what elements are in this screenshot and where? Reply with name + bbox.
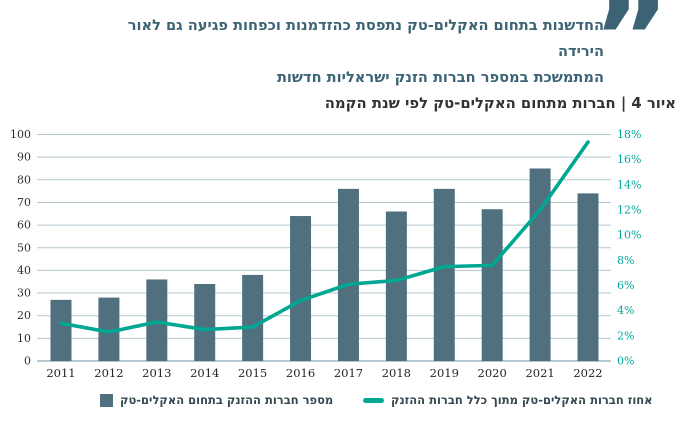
left-axis-label: 70	[17, 196, 31, 209]
left-axis-label: 20	[17, 309, 31, 322]
x-axis-label: 2021	[525, 366, 554, 380]
x-axis-label: 2020	[478, 366, 507, 380]
x-axis-label: 2015	[238, 366, 267, 380]
right-axis-label: 16%	[617, 153, 641, 166]
left-axis-label: 30	[17, 287, 31, 300]
right-axis-label: 0%	[617, 355, 634, 368]
legend-item-bar-series: מספר חברות ההזנק בתחום האקלים-טק	[100, 393, 333, 407]
right-axis-label: 18%	[617, 128, 641, 141]
right-axis-label: 4%	[617, 304, 634, 317]
left-axis-label: 80	[17, 173, 31, 186]
bar-2017	[337, 188, 359, 361]
right-axis-label: 12%	[617, 204, 641, 217]
bar-series-swatch	[100, 393, 113, 407]
bar-series-label: מספר חברות ההזנק בתחום האקלים-טק	[120, 393, 334, 407]
x-axis-label: 2012	[94, 366, 123, 380]
bar-2019	[433, 188, 455, 361]
right-axis-label: 14%	[617, 178, 641, 191]
bar-2016	[290, 216, 312, 361]
left-axis-label: 0	[24, 355, 31, 368]
x-axis-label: 2016	[286, 366, 315, 380]
right-axis-label: 10%	[617, 229, 641, 242]
bar-2020	[481, 209, 503, 361]
right-axis-label: 8%	[617, 254, 634, 267]
bar-2015	[242, 274, 264, 361]
legend-item-line-series: אחוז חברות האקלים-טק מתוך כלל חברות ההזנ…	[363, 393, 653, 407]
trend-line	[59, 140, 590, 334]
pull-quote-line-1: החדשנות בתחום האקלים-טק נתפסת כהזדמנות ו…	[127, 17, 604, 60]
right-axis-label: 2%	[617, 329, 634, 342]
bar-2018	[385, 211, 407, 361]
bar-2011	[50, 299, 72, 361]
pull-quote-line-2: המתמשכת במספר חברות הזנק ישראליות חדשות	[276, 69, 604, 86]
line-series-swatch	[363, 397, 384, 403]
left-axis-label: 40	[17, 264, 31, 277]
x-axis-label: 2014	[190, 366, 219, 380]
left-axis-label: 50	[17, 241, 31, 254]
left-axis-label: 60	[17, 219, 31, 232]
x-axis-label: 2011	[46, 366, 75, 380]
x-axis-label: 2022	[573, 366, 602, 380]
x-axis-label: 2013	[142, 366, 171, 380]
bar-2014	[194, 283, 216, 361]
left-axis-label: 100	[10, 128, 31, 141]
x-axis-label: 2017	[334, 366, 363, 380]
right-axis-label: 6%	[617, 279, 634, 292]
left-axis-label: 90	[17, 151, 31, 164]
quote-mark-icon: ”	[592, 0, 670, 107]
line-series-label: אחוז חברות האקלים-טק מתוך כלל חברות ההזנ…	[391, 393, 653, 407]
pull-quote-text: החדשנות בתחום האקלים-טק נתפסת כהזדמנות ו…	[84, 13, 604, 91]
bar-2012	[98, 297, 120, 361]
x-axis-label: 2018	[382, 366, 411, 380]
figure-title: איור 4 | חברות מתחום האקלים-טק לפי שנת ה…	[324, 95, 676, 112]
bar-2022	[577, 193, 599, 361]
x-axis-label: 2019	[430, 366, 459, 380]
left-axis-label: 10	[17, 332, 31, 345]
